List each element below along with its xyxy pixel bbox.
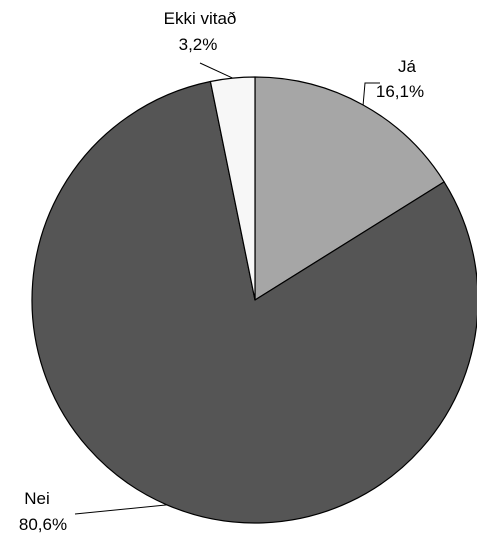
pie-slice-ekki-vitad — [209, 76, 256, 301]
slice-label-ekki-vitad: Ekki vitað — [164, 9, 237, 28]
leader-line-ekki-vitad — [199, 62, 233, 79]
slice-value-ekki-vitad: 3,2% — [179, 35, 218, 54]
pie-slice-nei — [31, 80, 477, 524]
leader-line-ja — [362, 82, 380, 106]
slice-value-ja: 16,1% — [376, 82, 424, 101]
pie-slices — [31, 76, 477, 524]
slice-label-ja: Já — [398, 57, 417, 76]
slice-label-nei: Nei — [24, 489, 50, 508]
leader-lines — [74, 62, 380, 515]
pie-slice-ja — [254, 76, 445, 301]
slice-value-nei: 80,6% — [19, 515, 67, 534]
leader-line-nei — [74, 504, 168, 515]
